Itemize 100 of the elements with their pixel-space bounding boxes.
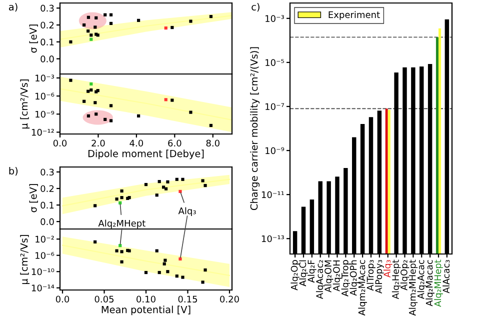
y-tick-label: 0.2 xyxy=(40,22,54,29)
point xyxy=(115,198,118,201)
annotation: Alq₂MHept xyxy=(98,220,146,228)
y-tick-label: 0.2 xyxy=(40,185,54,192)
x-tick-label: Alq₂F xyxy=(308,260,316,283)
point xyxy=(166,270,170,274)
y-tick-label: 10⁻³ xyxy=(36,74,54,82)
y-tick-label: 10⁻⁹ xyxy=(36,110,54,118)
y-tick-label: 0.1 xyxy=(40,38,54,46)
y-tick-label: 10⁻¹⁴ xyxy=(32,284,54,292)
y-axis-title: μ [cm²/Vs] xyxy=(20,80,30,128)
point xyxy=(118,244,122,248)
x-tick-label: AlAcac₃ xyxy=(442,260,450,294)
x-tick-label: 0.0 xyxy=(56,296,70,303)
point xyxy=(181,276,184,279)
chart-title: c) xyxy=(252,3,260,12)
point xyxy=(175,178,178,181)
point xyxy=(170,26,174,30)
x-tick-label: Alq₂Trop xyxy=(341,260,350,296)
point xyxy=(90,88,93,92)
x-tick-label: 8.0 xyxy=(206,140,220,147)
y-tick-label: 10⁻⁷ xyxy=(266,103,284,110)
point xyxy=(204,268,207,272)
point xyxy=(109,104,113,108)
point xyxy=(166,180,170,184)
y-tick-label: 10⁻¹¹ xyxy=(262,191,284,198)
point xyxy=(158,270,161,274)
x-tick-label: Alq₂Cl xyxy=(299,260,308,286)
x-tick-label: 0.05 xyxy=(94,296,114,303)
y-tick-label: 0.3 xyxy=(40,4,54,12)
point xyxy=(164,98,168,102)
point xyxy=(94,204,97,208)
x-tick-label: Alq₂Hept xyxy=(392,260,401,300)
point xyxy=(155,194,158,197)
point xyxy=(158,180,161,184)
point xyxy=(90,34,93,37)
y-tick-label: 10⁻⁶ xyxy=(36,252,54,259)
point xyxy=(90,82,93,86)
point xyxy=(136,18,140,22)
point xyxy=(189,20,192,23)
point xyxy=(136,114,140,118)
x-tick-label: 0.0 xyxy=(53,140,67,147)
point xyxy=(201,280,204,284)
point xyxy=(120,189,124,193)
x-tick-label: Alq₂Macac xyxy=(426,260,434,306)
point xyxy=(118,201,122,204)
x-tick-label: 2.0 xyxy=(92,140,105,147)
x-tick-label: Alq₂Acac xyxy=(417,260,426,299)
x-tick-label: AlqAcac₂ xyxy=(316,260,325,299)
chart-title: b) xyxy=(9,167,18,176)
x-tick-label: Alq₂OH xyxy=(332,260,342,292)
y-tick-label: 0.0 xyxy=(40,56,54,62)
y-axis-title: Charge carrier mobility [cm²/(Vs)] xyxy=(250,47,260,210)
point xyxy=(144,182,148,186)
x-tick-label: 0.15 xyxy=(178,296,198,303)
point xyxy=(204,184,207,188)
point xyxy=(94,101,97,104)
y-axis-title: σ [eV] xyxy=(29,24,38,53)
point xyxy=(162,262,166,266)
point xyxy=(178,257,182,260)
y-tick-label: 10⁻⁹ xyxy=(266,147,284,154)
point xyxy=(82,100,86,103)
point xyxy=(189,110,192,114)
point xyxy=(120,196,124,200)
point xyxy=(178,190,182,194)
point xyxy=(90,38,93,41)
point xyxy=(109,22,113,26)
point xyxy=(94,16,98,20)
x-axis-title: Mean potential [V] xyxy=(102,306,190,316)
point xyxy=(209,14,213,18)
y-axis-title: σ [eV] xyxy=(29,184,38,212)
point xyxy=(69,40,72,44)
point xyxy=(109,13,113,16)
point xyxy=(120,250,124,254)
point xyxy=(69,78,72,82)
point xyxy=(94,240,97,244)
point xyxy=(170,98,174,102)
x-tick-label: 0.10 xyxy=(136,296,156,303)
point xyxy=(94,26,97,29)
point xyxy=(181,178,184,181)
point xyxy=(104,13,107,16)
point xyxy=(86,114,90,118)
x-tick-label: AlPopy₃ xyxy=(375,260,384,294)
point xyxy=(120,260,124,264)
point xyxy=(201,179,204,182)
x-tick-label: AlTrop₃ xyxy=(366,260,376,291)
point xyxy=(144,270,148,274)
x-tick-label: 4.0 xyxy=(130,140,144,147)
point xyxy=(164,26,168,30)
y-tick-label: 10⁻¹³ xyxy=(262,235,284,242)
point xyxy=(94,112,98,116)
y-axis-title: μ [cm²/Vs] xyxy=(20,235,30,284)
point xyxy=(164,187,168,190)
y-tick-label: 10⁻² xyxy=(36,236,54,243)
y-tick-label: 0.1 xyxy=(40,202,54,209)
point xyxy=(86,16,90,19)
chart-title: a) xyxy=(8,3,18,12)
point xyxy=(109,119,113,122)
y-tick-label: 10⁻³ xyxy=(266,15,284,22)
x-tick-label: 0.20 xyxy=(220,296,239,303)
